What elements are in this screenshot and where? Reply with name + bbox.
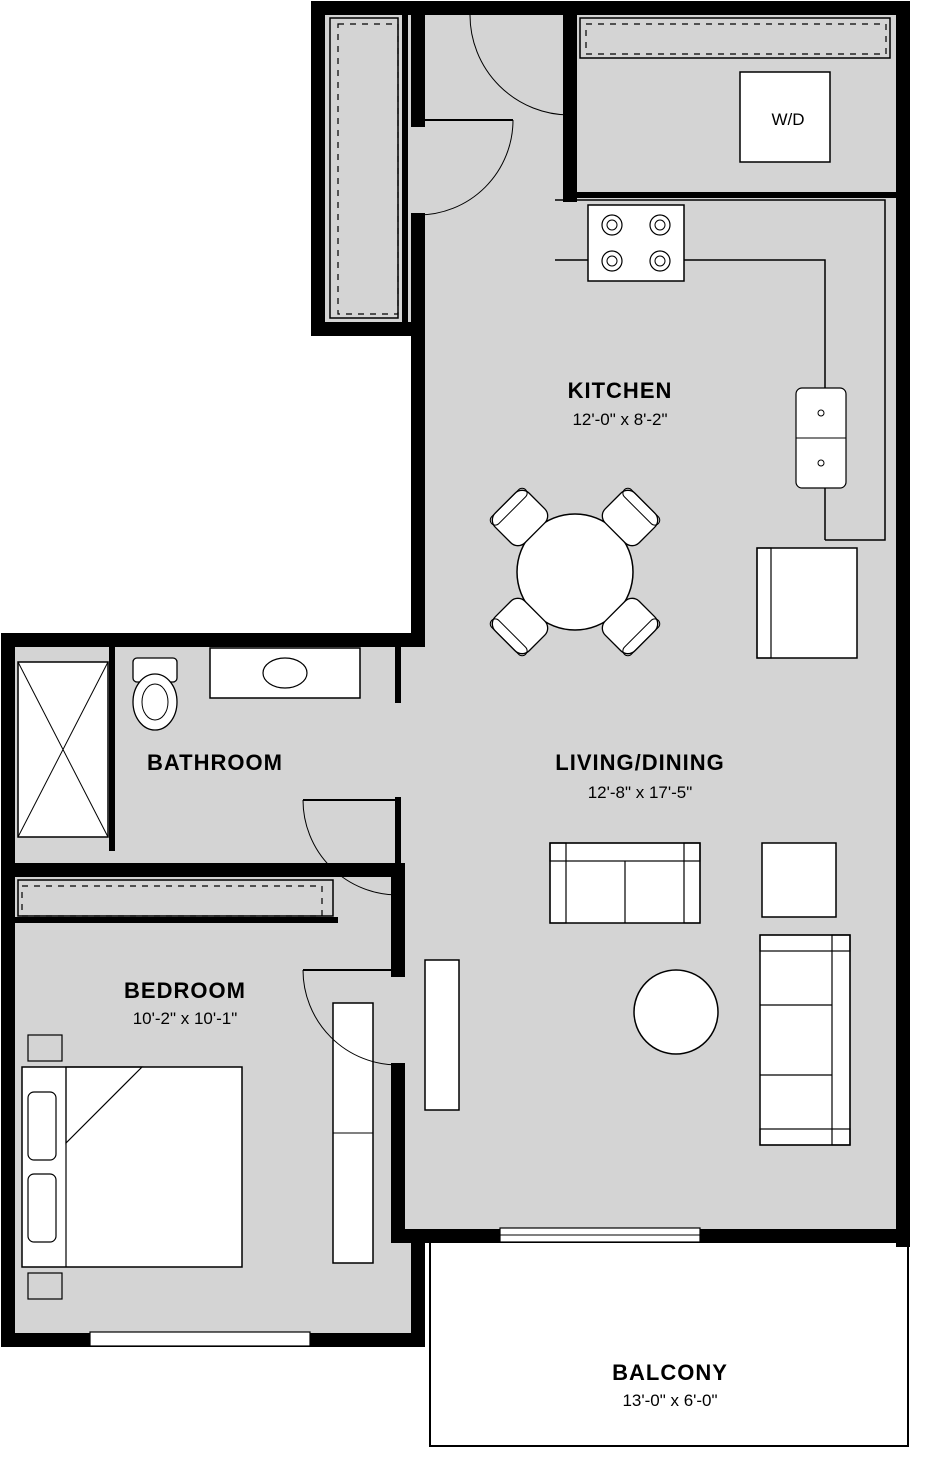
stove [588, 205, 684, 281]
wd-label: W/D [771, 110, 804, 129]
fridge [757, 548, 857, 658]
sofa [760, 935, 850, 1145]
bed [22, 1067, 242, 1267]
window [90, 1332, 310, 1346]
floor-closet [325, 15, 425, 329]
room-dimensions: 12'-8" x 17'-5" [588, 783, 693, 802]
vanity [210, 648, 360, 698]
room-dimensions: 12'-0" x 8'-2" [572, 410, 667, 429]
room-dimensions: 10'-2" x 10'-1" [133, 1009, 238, 1028]
side-table [762, 843, 836, 917]
coffee-table [634, 970, 718, 1054]
toilet-bowl [133, 674, 177, 730]
room-label: BEDROOM [124, 978, 246, 1003]
tv-stand [425, 960, 459, 1110]
floor-balcony [430, 1240, 908, 1446]
room-label: LIVING/DINING [555, 750, 724, 775]
floorplan-svg: KITCHEN 12'-0" x 8'-2" LIVING/DINING 12'-8"… [0, 0, 945, 1482]
room-dimensions: 13'-0" x 6'-0" [622, 1391, 717, 1410]
floorplan: KITCHEN 12'-0" x 8'-2" LIVING/DINING 12'-8"… [0, 0, 945, 1482]
room-label: BATHROOM [147, 750, 283, 775]
room-label: KITCHEN [568, 378, 673, 403]
room-label: BALCONY [612, 1360, 728, 1385]
